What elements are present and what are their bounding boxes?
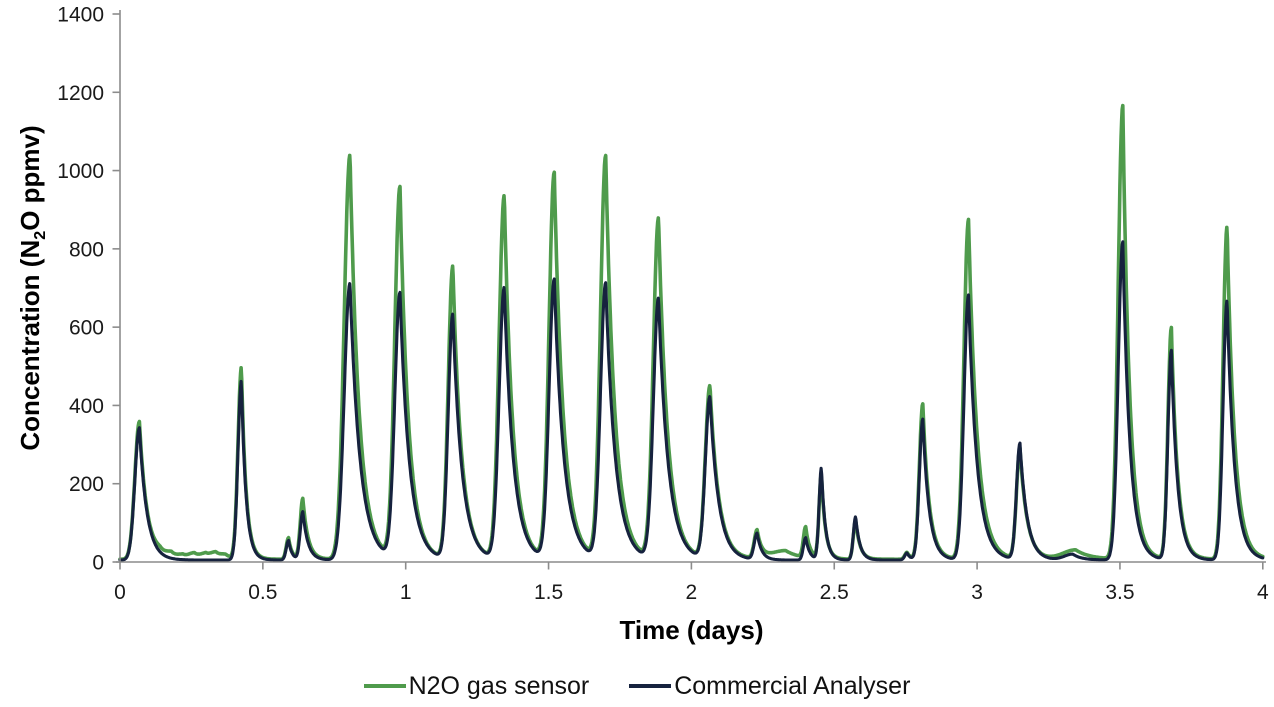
x-tick-label: 0 xyxy=(114,581,126,604)
x-tick-label: 4 xyxy=(1257,581,1269,604)
x-axis-title: Time (days) xyxy=(619,615,764,645)
y-tick-label: 600 xyxy=(69,317,104,340)
legend-item-commercial-analyser: Commercial Analyser xyxy=(629,672,910,701)
y-tick-label: 1400 xyxy=(57,4,104,27)
axis-ticks-group: 0 200 400 600 800 1000 1200 1400 0 0.5 1 1.5 2 2.5 3 3.… xyxy=(57,4,1269,605)
plot-area xyxy=(118,103,1265,562)
series-n2o-gas-sensor-line xyxy=(118,103,1265,562)
legend-label-n2o-gas-sensor: N2O gas sensor xyxy=(408,671,590,700)
y-tick-label: 800 xyxy=(69,238,104,261)
x-tick-label: 1 xyxy=(400,581,412,604)
y-tick-label: 200 xyxy=(69,473,104,496)
legend: N2O gas sensor Commercial Analyser xyxy=(0,668,1274,704)
legend-swatch-n2o-gas-sensor-icon xyxy=(363,684,406,688)
series-commercial-analyser-line xyxy=(118,240,1265,562)
y-tick-label: 1200 xyxy=(57,82,104,105)
legend-label-commercial-analyser: Commercial Analyser xyxy=(674,671,911,700)
x-tick-label: 3.5 xyxy=(1105,581,1134,604)
y-axis-title-suffix: O ppmv) xyxy=(15,125,45,231)
legend-item-n2o-gas-sensor: N2O gas sensor xyxy=(363,671,590,701)
y-axis-title-subscript: 2 xyxy=(31,230,50,240)
x-tick-label: 2 xyxy=(686,581,698,604)
y-tick-label: 1000 xyxy=(57,160,104,183)
y-tick-label: 400 xyxy=(69,395,104,418)
x-tick-label: 1.5 xyxy=(534,581,563,604)
y-axis-title: Concentration (N2O ppmv) xyxy=(13,8,50,568)
x-tick-label: 2.5 xyxy=(820,581,849,604)
y-axis-title-prefix: Concentration (N xyxy=(15,239,45,451)
x-tick-label: 3 xyxy=(971,581,983,604)
x-tick-label: 0.5 xyxy=(248,581,277,604)
y-tick-label: 0 xyxy=(92,552,104,575)
legend-swatch-commercial-analyser-icon xyxy=(629,684,672,688)
